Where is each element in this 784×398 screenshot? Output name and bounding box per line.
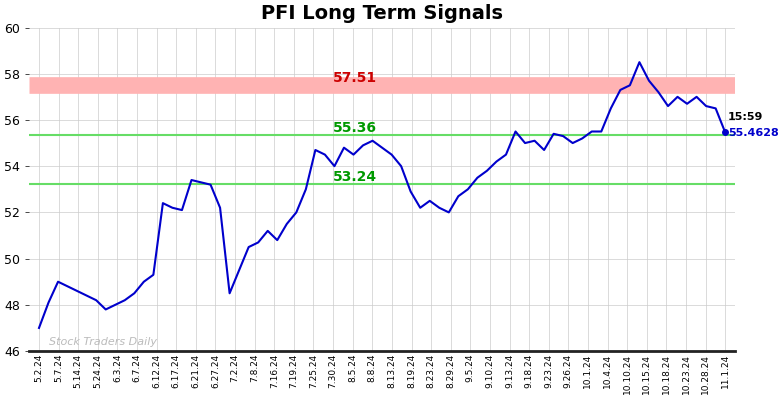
Title: PFI Long Term Signals: PFI Long Term Signals bbox=[261, 4, 503, 23]
Text: 15:59: 15:59 bbox=[728, 112, 764, 122]
Text: 55.4628: 55.4628 bbox=[728, 128, 779, 138]
Text: 57.51: 57.51 bbox=[333, 71, 377, 85]
Text: 55.36: 55.36 bbox=[333, 121, 377, 135]
Text: 53.24: 53.24 bbox=[333, 170, 377, 184]
Text: Stock Traders Daily: Stock Traders Daily bbox=[49, 337, 157, 347]
